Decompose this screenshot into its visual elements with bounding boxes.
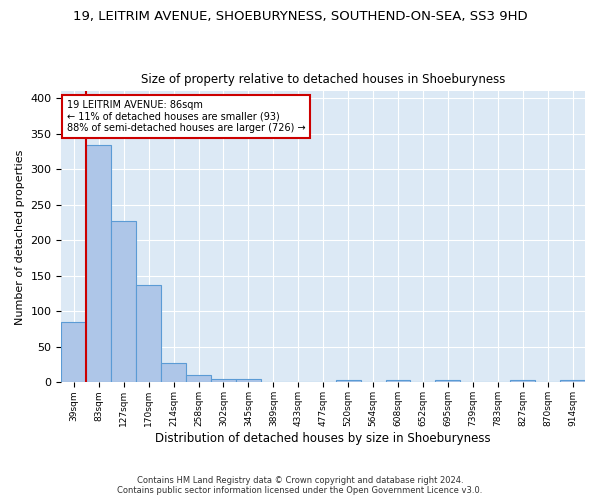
Bar	[510, 380, 535, 382]
Bar	[161, 362, 186, 382]
Bar	[211, 379, 236, 382]
Bar	[335, 380, 361, 382]
Bar	[111, 220, 136, 382]
X-axis label: Distribution of detached houses by size in Shoeburyness: Distribution of detached houses by size …	[155, 432, 491, 445]
Text: Contains HM Land Registry data © Crown copyright and database right 2024.
Contai: Contains HM Land Registry data © Crown c…	[118, 476, 482, 495]
Bar	[436, 380, 460, 382]
Y-axis label: Number of detached properties: Number of detached properties	[15, 149, 25, 324]
Bar	[186, 376, 211, 382]
Bar	[236, 379, 261, 382]
Text: 19, LEITRIM AVENUE, SHOEBURYNESS, SOUTHEND-ON-SEA, SS3 9HD: 19, LEITRIM AVENUE, SHOEBURYNESS, SOUTHE…	[73, 10, 527, 23]
Title: Size of property relative to detached houses in Shoeburyness: Size of property relative to detached ho…	[141, 73, 505, 86]
Bar	[560, 380, 585, 382]
Bar	[86, 144, 111, 382]
Bar	[61, 322, 86, 382]
Text: 19 LEITRIM AVENUE: 86sqm
← 11% of detached houses are smaller (93)
88% of semi-d: 19 LEITRIM AVENUE: 86sqm ← 11% of detach…	[67, 100, 305, 134]
Bar	[136, 285, 161, 382]
Bar	[386, 380, 410, 382]
